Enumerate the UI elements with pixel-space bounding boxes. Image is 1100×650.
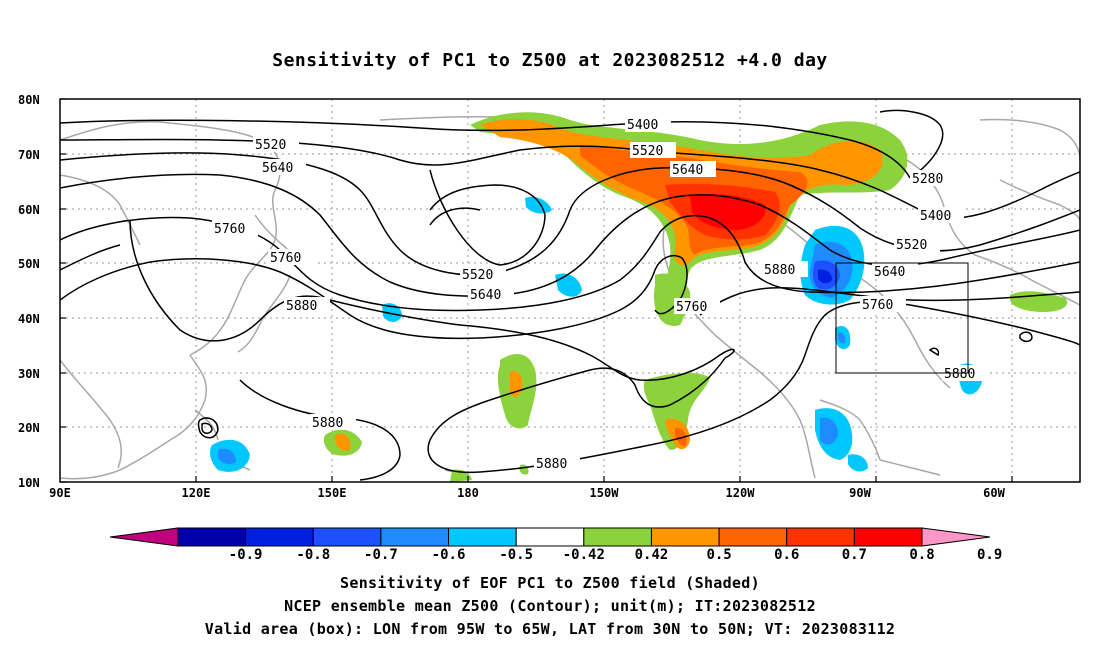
contour-labels: 5400 5520 5640 5520 5640 5760 5760 5880 … [214,118,975,472]
lon-label: 150W [590,486,620,500]
valid-area-box [835,262,969,374]
colorbar-segment [853,527,923,547]
latitude-labels: 80N 70N 60N 50N 40N 30N 20N 10N [18,93,40,490]
lon-label: 150E [318,486,347,500]
contour-label: 5880 [286,299,317,314]
lat-label: 70N [18,148,40,162]
contour-label: 5760 [214,222,245,237]
colorbar-segment [312,527,382,547]
colorbar-segment [448,527,517,547]
colorbar-tick-label: 0.5 [706,547,731,563]
contour-label: 5520 [896,238,927,253]
lat-label: 80N [18,93,40,107]
contour-label-backgrounds [212,116,988,471]
colorbar-segment [583,527,652,547]
contour-label: 5280 [912,172,943,187]
lon-label: 180 [457,486,479,500]
colorbar-tick-label: 0.8 [909,547,934,563]
chart-title: Sensitivity of PC1 to Z500 at 2023082512… [272,50,828,71]
colorbar-segment [177,527,247,547]
colorbar-tick-label: 0.6 [774,547,799,563]
lat-label: 40N [18,312,40,326]
colorbar-tick-label: -0.8 [296,547,330,563]
contour-label: 5400 [627,118,658,133]
contour-label: 5880 [312,416,343,431]
colorbar [109,527,991,547]
colorbar-segment [786,527,855,547]
colorbar-segment [650,527,720,547]
caption-contour: NCEP ensemble mean Z500 (Contour); unit(… [284,597,816,615]
colorbar-segment [245,527,314,547]
colorbar-tick-label: -0.42 [563,547,605,563]
contour-label: 5640 [470,288,501,303]
contour-label: 5880 [764,263,795,278]
colorbar-labels: -0.9 -0.8 -0.7 -0.6 -0.5 -0.42 0.42 0.5 0.6 0.7 0.… [229,547,1003,563]
colorbar-tick-label: -0.7 [364,547,398,563]
lat-label: 20N [18,421,40,435]
lon-label: 120W [726,486,756,500]
map-frame [59,98,1081,483]
lon-label: 60W [983,486,1005,500]
contour-label: 5640 [262,161,293,176]
contour-label: 5640 [874,265,905,280]
colorbar-segment [515,527,585,547]
lat-label: 10N [18,476,40,490]
lon-label: 120E [182,486,211,500]
contour-label: 5760 [676,300,707,315]
longitude-labels: 90E 120E 150E 180 150W 120W 90W 60W [49,486,1005,500]
lat-label: 30N [18,367,40,381]
axis-ticks [60,98,1013,483]
colorbar-min-arrow [109,527,179,547]
colorbar-tick-label: -0.5 [499,547,533,563]
colorbar-tick-label: -0.6 [432,547,466,563]
colorbar-max-arrow [921,527,991,547]
contour-label: 5520 [255,138,286,153]
contour-label: 5640 [672,163,703,178]
contour-label: 5520 [632,144,663,159]
lon-label: 90W [849,486,871,500]
colorbar-tick-label: 0.9 [977,547,1002,563]
contour-label: 5880 [536,457,567,472]
colorbar-segment [380,527,450,547]
colorbar-tick-label: 0.7 [842,547,867,563]
contour-label: 5760 [270,251,301,266]
lat-label: 60N [18,203,40,217]
colorbar-segment [718,527,788,547]
colorbar-tick-label: -0.9 [229,547,263,563]
colorbar-tick-label: 0.42 [635,547,669,563]
lat-label: 50N [18,257,40,271]
caption-valid-area: Valid area (box): LON from 95W to 65W, L… [204,620,896,638]
contour-label: 5520 [462,268,493,283]
caption-shading: Sensitivity of EOF PC1 to Z500 field (Sh… [340,574,760,592]
lon-label: 90E [49,486,71,500]
contour-label: 5880 [944,367,975,382]
contour-label: 5760 [862,298,893,313]
contour-label: 5400 [920,209,951,224]
